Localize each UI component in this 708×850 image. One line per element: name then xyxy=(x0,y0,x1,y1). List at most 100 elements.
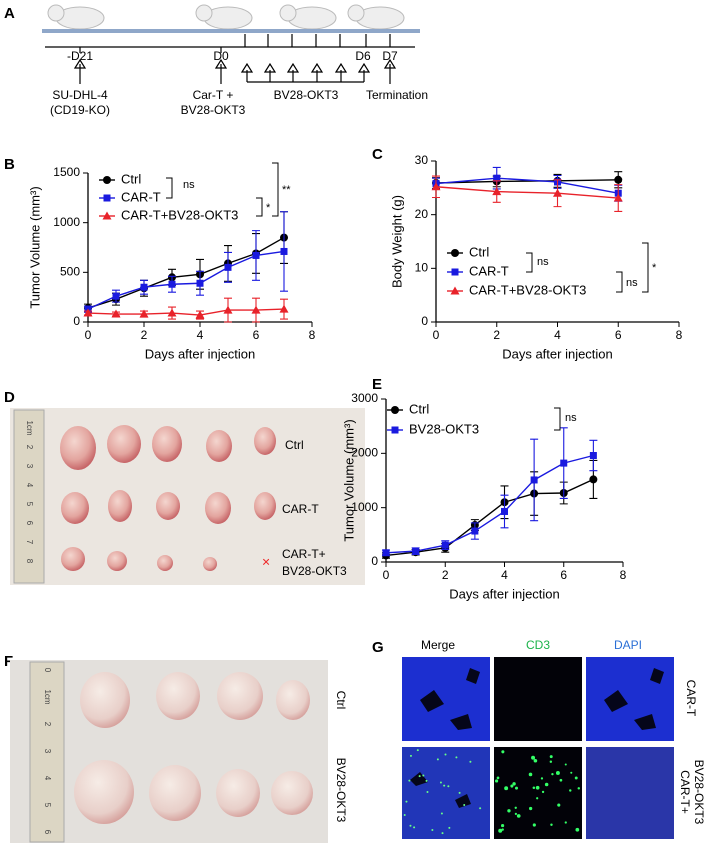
day-label: D6 xyxy=(355,49,371,63)
x-tick-label: 0 xyxy=(433,328,440,342)
legend-label: BV28-OKT3 xyxy=(409,421,479,436)
cell-dot xyxy=(501,828,504,831)
cell-dot xyxy=(535,785,540,790)
cell-dot xyxy=(448,826,451,829)
ruler-label: 5 xyxy=(43,803,52,808)
marker xyxy=(613,193,623,202)
row-label: BV28-OKT3 xyxy=(282,564,347,578)
y-tick-label: 500 xyxy=(60,265,80,279)
x-tick-label: 2 xyxy=(493,328,500,342)
panel-label: E xyxy=(372,376,382,393)
cell-dot xyxy=(501,823,505,828)
legend-label: Ctrl xyxy=(121,171,141,186)
cell-dot xyxy=(528,806,533,811)
series-line xyxy=(435,186,619,199)
cell-dot xyxy=(413,826,416,829)
cell-dot xyxy=(514,786,519,790)
cell-dot xyxy=(544,782,549,787)
cell-dot xyxy=(536,797,539,800)
x-tick-label: 2 xyxy=(141,328,148,342)
ruler-label: 0 xyxy=(43,668,52,673)
event-label: SU-DHL-4 xyxy=(52,88,108,102)
marker xyxy=(252,251,260,259)
cell-dot xyxy=(514,806,517,809)
series-line xyxy=(87,250,285,310)
cell-dot xyxy=(426,790,429,793)
cell-dot xyxy=(436,758,439,761)
marker xyxy=(280,247,288,255)
cell-dot xyxy=(559,778,563,782)
x-tick-label: 8 xyxy=(620,568,627,582)
marker xyxy=(139,309,149,318)
cell-dot xyxy=(510,784,514,788)
marker xyxy=(589,452,597,460)
panel-label: C xyxy=(372,146,383,163)
legend-marker xyxy=(450,286,460,295)
significance-label: ** xyxy=(282,184,291,196)
ruler-label: 6 xyxy=(25,521,34,526)
series-line xyxy=(435,177,619,194)
column-label: DAPI xyxy=(614,638,642,652)
cell-dot xyxy=(440,812,443,815)
significance-bracket xyxy=(526,252,533,273)
event-label: BV28-OKT3 xyxy=(181,103,246,117)
cell-dot xyxy=(514,812,518,816)
cell-dot xyxy=(443,784,446,787)
panel-label: D xyxy=(4,389,15,406)
tumor-photo xyxy=(10,408,365,585)
marker xyxy=(589,475,598,484)
cell-dot xyxy=(575,827,580,832)
cell-dot xyxy=(540,777,544,780)
cell-dot xyxy=(418,775,421,778)
legend-label: Ctrl xyxy=(409,401,429,416)
cell-dot xyxy=(555,770,560,775)
row-label: CAR-T+ xyxy=(678,770,692,814)
event-label: (CD19-KO) xyxy=(50,103,110,117)
marker xyxy=(492,187,502,196)
marker xyxy=(501,507,508,515)
x-tick-label: 4 xyxy=(554,328,561,342)
cell-dot xyxy=(549,755,553,759)
x-tick-label: 0 xyxy=(85,328,92,342)
marker xyxy=(530,476,538,484)
legend-label: CAR-T xyxy=(469,263,509,278)
row-label: Ctrl xyxy=(334,691,348,710)
significance-bracket xyxy=(272,162,279,217)
x-tick-label: 8 xyxy=(676,328,683,342)
panel-label: G xyxy=(372,639,384,656)
ruler-label: 2 xyxy=(43,722,52,727)
legend-label: Ctrl xyxy=(469,244,489,259)
ruler-label: 8 xyxy=(25,559,34,564)
cell-dot xyxy=(549,760,553,763)
significance-bracket xyxy=(166,177,173,199)
legend-marker xyxy=(451,249,459,257)
significance-label: ns xyxy=(183,179,195,191)
cell-dot xyxy=(533,758,538,763)
x-tick-label: 6 xyxy=(560,568,567,582)
event-label: Car-T + xyxy=(193,88,234,102)
row-label: CAR-T+ xyxy=(282,547,326,561)
marker xyxy=(112,292,120,300)
column-label: CD3 xyxy=(526,638,550,652)
y-tick-label: 1500 xyxy=(53,165,80,179)
marker xyxy=(83,308,93,317)
ruler-label: 5 xyxy=(25,502,34,507)
cell-dot xyxy=(532,786,536,790)
cell-dot xyxy=(416,749,419,752)
ruler-label: 3 xyxy=(43,749,52,754)
ruler-label: 2 xyxy=(25,445,34,450)
cell-dot xyxy=(425,779,428,782)
significance-label: ns xyxy=(626,277,638,289)
ruler-label: 1cm xyxy=(25,420,34,435)
x-tick-label: 4 xyxy=(197,328,204,342)
marker xyxy=(224,263,232,271)
cell-dot xyxy=(409,824,412,827)
significance-bracket xyxy=(616,271,623,293)
cell-dot xyxy=(409,754,412,757)
legend-label: CAR-T+BV28-OKT3 xyxy=(121,207,238,222)
row-label: Ctrl xyxy=(285,438,304,452)
marker xyxy=(279,304,289,313)
day-label: D7 xyxy=(382,49,398,63)
marker xyxy=(412,547,420,555)
y-tick-label: 1000 xyxy=(53,215,80,229)
